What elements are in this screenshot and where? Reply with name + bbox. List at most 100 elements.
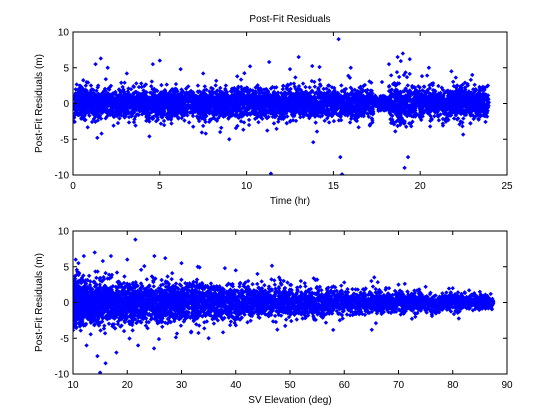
scatter-point <box>321 106 326 111</box>
scatter-point <box>353 118 359 123</box>
scatter-point <box>172 102 177 108</box>
scatter-point <box>158 100 163 105</box>
scatter-point <box>79 115 84 121</box>
scatter-point <box>79 103 85 109</box>
scatter-point <box>111 96 116 101</box>
scatter-point <box>135 91 141 96</box>
scatter-point <box>282 94 287 99</box>
scatter-point <box>272 109 277 114</box>
scatter-point <box>417 88 422 94</box>
scatter-point <box>185 106 190 112</box>
scatter-point <box>419 114 424 119</box>
scatter-point <box>117 116 122 121</box>
scatter-point <box>264 115 270 121</box>
scatter-point <box>398 93 404 98</box>
scatter-point <box>87 93 93 99</box>
scatter-point <box>224 89 230 95</box>
scatter-point <box>252 104 258 110</box>
scatter-point <box>123 112 128 117</box>
scatter-point <box>133 89 138 95</box>
scatter-point <box>253 85 258 90</box>
scatter-point <box>388 73 394 78</box>
scatter-point <box>201 95 206 100</box>
scatter-point <box>134 112 140 117</box>
scatter-point <box>284 84 290 90</box>
scatter-point <box>426 90 431 95</box>
scatter-point <box>181 108 187 113</box>
scatter-points <box>73 36 491 175</box>
scatter-point <box>232 113 238 119</box>
scatter-point <box>329 106 334 111</box>
scatter-point <box>90 97 96 103</box>
scatter-point <box>359 113 364 118</box>
scatter-point <box>93 114 98 120</box>
scatter-point <box>453 113 459 118</box>
scatter-point <box>436 83 441 89</box>
scatter-point <box>483 119 488 125</box>
scatter-point <box>92 109 98 115</box>
scatter-point <box>399 115 404 120</box>
scatter-point <box>182 118 187 123</box>
scatter-point <box>317 77 322 83</box>
scatter-point <box>175 114 181 120</box>
scatter-point <box>221 112 227 117</box>
scatter-point <box>308 110 313 116</box>
scatter-point <box>324 86 329 91</box>
scatter-point <box>234 94 239 100</box>
scatter-point <box>353 94 358 100</box>
scatter-point <box>410 119 415 124</box>
scatter-point <box>315 110 320 116</box>
scatter-point <box>295 98 300 104</box>
scatter-point <box>396 74 402 80</box>
scatter-point <box>155 115 160 120</box>
scatter-point <box>198 102 203 108</box>
scatter-point <box>147 96 152 102</box>
scatter-point <box>441 100 447 106</box>
scatter-point <box>73 96 77 101</box>
scatter-point <box>401 99 406 104</box>
scatter-point <box>169 103 175 108</box>
scatter-point <box>460 124 465 129</box>
scatter-point <box>179 115 184 121</box>
scatter-point <box>252 116 258 122</box>
scatter-point <box>275 92 280 98</box>
scatter-point <box>238 90 243 96</box>
scatter-point <box>332 89 337 94</box>
scatter-point <box>95 91 101 97</box>
scatter-point <box>108 83 114 88</box>
scatter-point <box>88 83 94 88</box>
scatter-point <box>232 85 237 91</box>
scatter-point <box>195 95 200 100</box>
scatter-point <box>250 91 256 96</box>
scatter-point <box>278 90 284 96</box>
scatter-point <box>231 101 236 107</box>
scatter-point <box>360 100 365 105</box>
scatter-point <box>93 102 98 108</box>
scatter-point <box>192 109 198 114</box>
scatter-point <box>426 93 432 99</box>
scatter-point <box>388 112 394 117</box>
scatter-point <box>242 94 247 99</box>
scatter-point <box>141 100 147 105</box>
scatter-point <box>382 106 387 111</box>
scatter-point <box>370 111 376 117</box>
scatter-point <box>223 104 229 109</box>
scatter-point <box>431 94 436 99</box>
scatter-point <box>288 81 293 87</box>
scatter-point <box>460 120 465 125</box>
scatter-point <box>110 91 115 96</box>
scatter-point <box>396 114 401 120</box>
scatter-point <box>259 87 264 92</box>
scatter-point <box>235 123 240 129</box>
scatter-point <box>231 97 236 103</box>
scatter-point <box>99 99 104 104</box>
scatter-point <box>398 111 403 117</box>
scatter-point <box>365 87 370 93</box>
scatter-point <box>277 100 282 105</box>
scatter-point <box>471 87 476 92</box>
scatter-point <box>369 80 374 85</box>
scatter-point <box>393 83 398 88</box>
scatter-point <box>100 90 105 95</box>
scatter-point <box>361 94 366 99</box>
scatter-point <box>213 106 218 112</box>
